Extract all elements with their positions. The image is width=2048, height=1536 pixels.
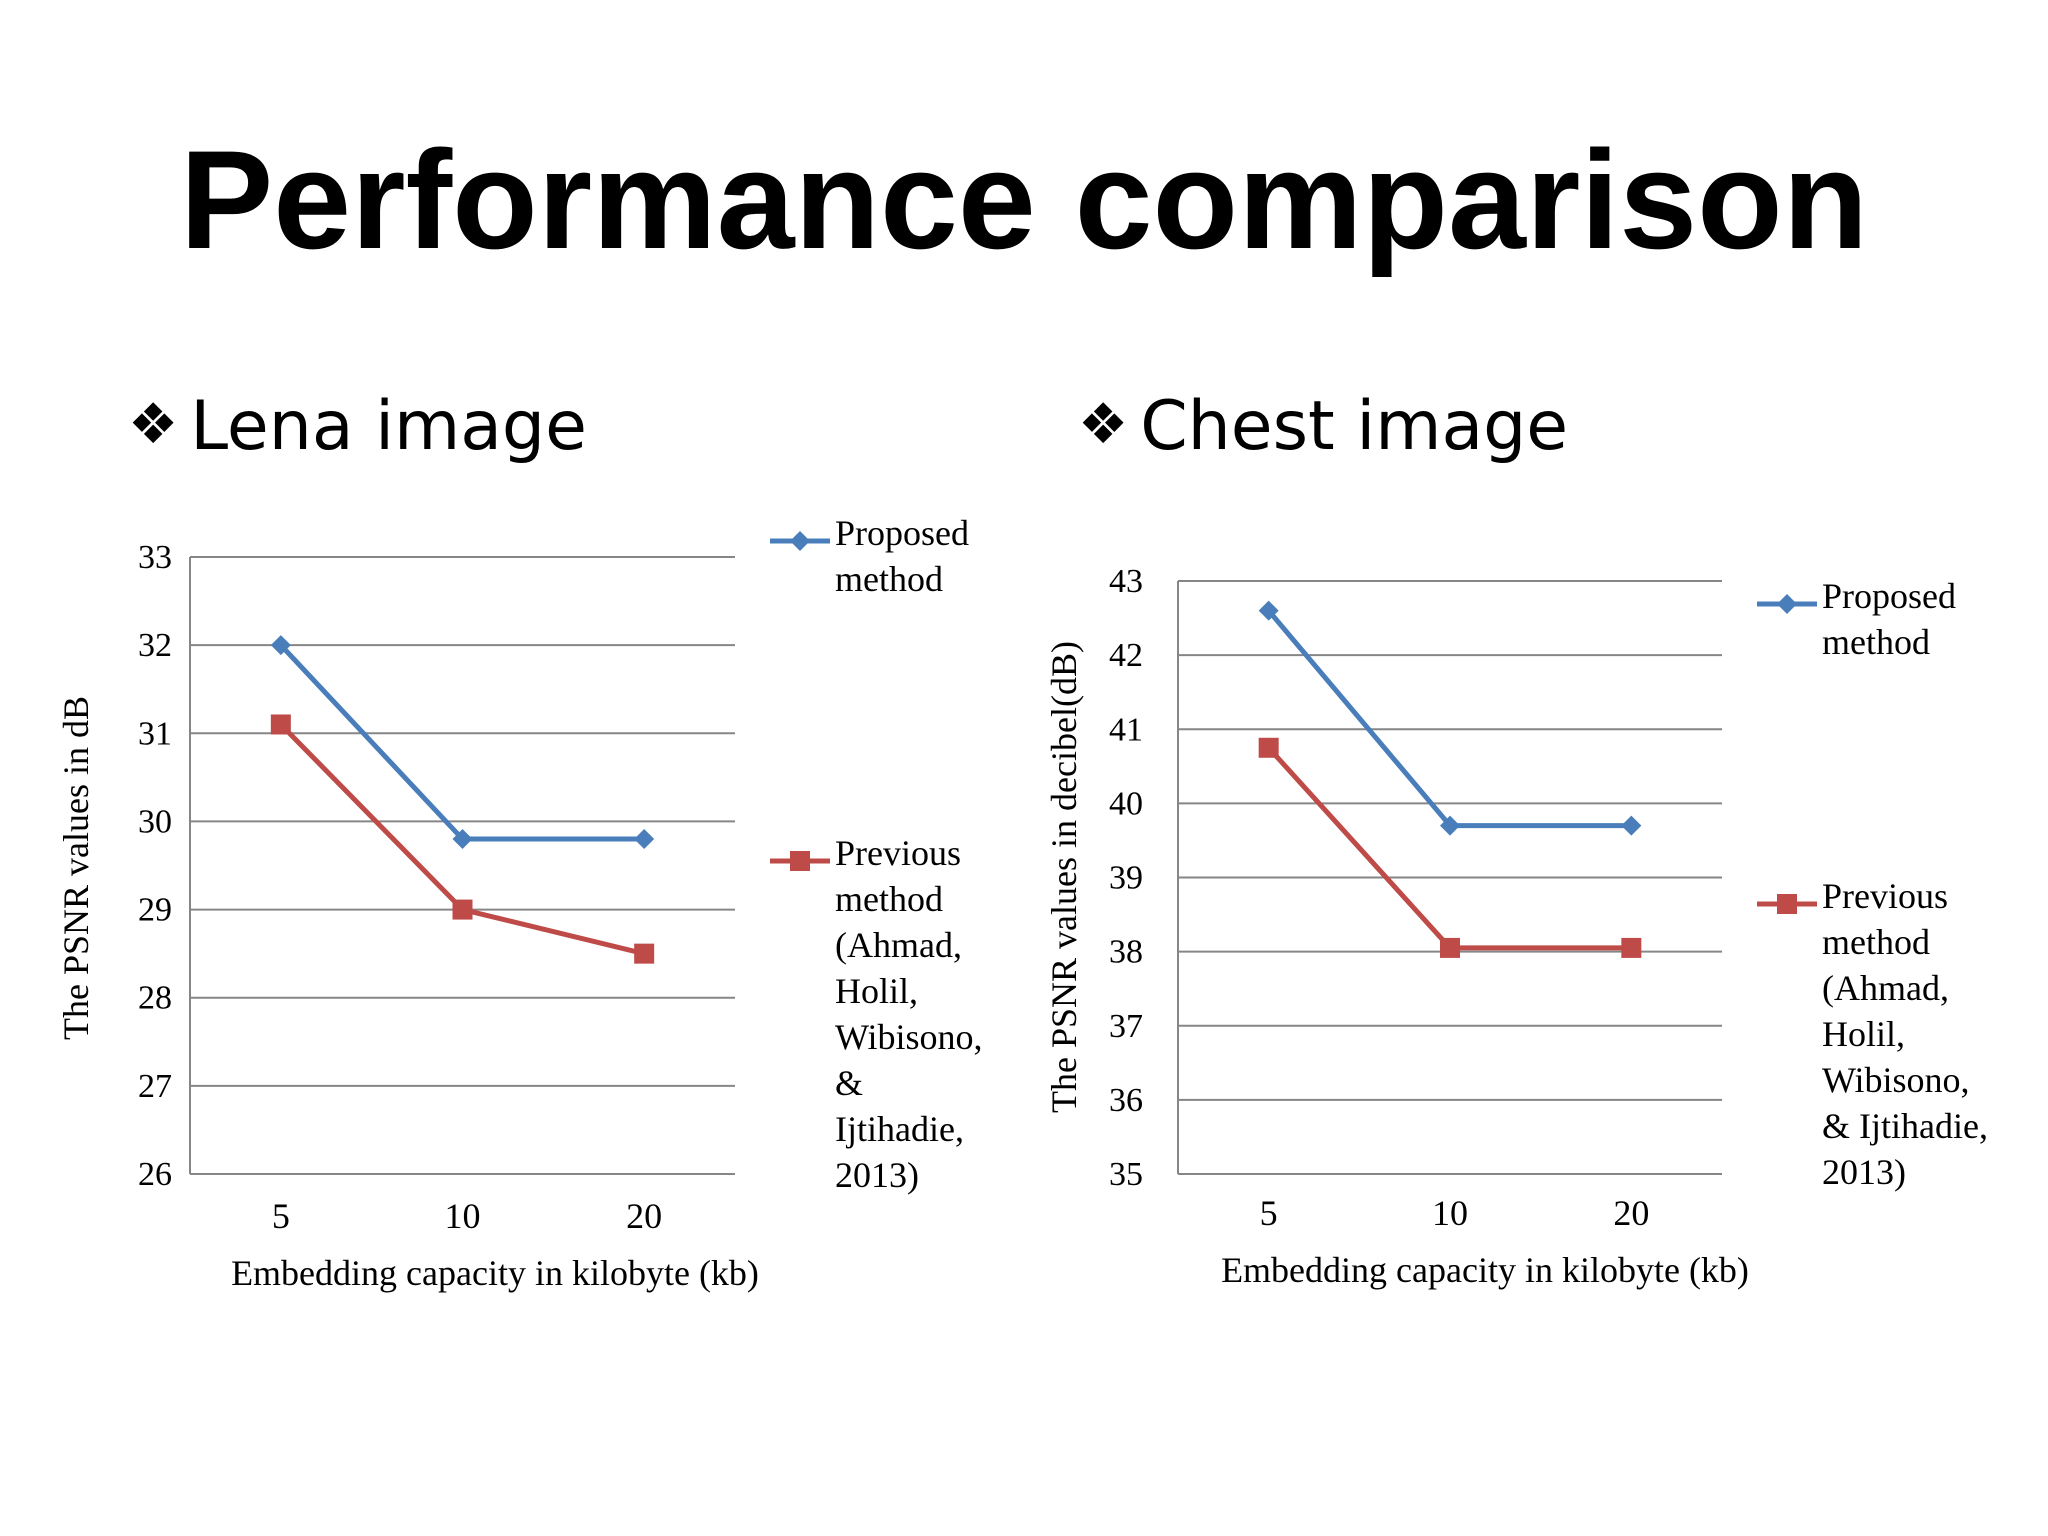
data-point-previous (452, 899, 473, 920)
data-point-previous (1258, 737, 1279, 758)
y-tick-label: 32 (138, 627, 172, 664)
x-tick-label: 5 (1260, 1193, 1278, 1233)
y-tick-label: 42 (1109, 637, 1143, 674)
data-point-proposed (1258, 600, 1279, 621)
y-tick-label: 30 (138, 803, 172, 840)
y-tick-label: 35 (1109, 1156, 1143, 1193)
y-tick-label: 40 (1109, 785, 1143, 822)
y-tick-label: 41 (1109, 711, 1143, 748)
data-point-proposed (452, 829, 473, 850)
data-point-previous (634, 943, 655, 964)
y-tick-label: 31 (138, 715, 172, 752)
legend-marker-previous (790, 851, 810, 871)
y-tick-label: 29 (138, 892, 172, 929)
data-point-proposed (1621, 815, 1642, 836)
data-point-proposed (1440, 815, 1460, 836)
legend-marker-proposed (790, 531, 810, 551)
series-line-previous (1266, 746, 1632, 951)
x-axis-label: Embedding capacity in kilobyte (kb) (1221, 1250, 1749, 1290)
y-tick-label: 39 (1109, 860, 1143, 897)
y-axis-label: The PSNR values in decibel(dB) (1044, 641, 1084, 1113)
y-tick-label: 28 (138, 980, 172, 1017)
data-point-proposed (634, 829, 655, 850)
y-tick-label: 36 (1109, 1082, 1143, 1119)
y-tick-label: 33 (138, 539, 172, 576)
legend-label-previous: Previous method (Ahmad, Holil, Wibisono, & Ij… (1822, 876, 1988, 1192)
x-tick-label: 10 (445, 1196, 481, 1236)
y-tick-label: 37 (1109, 1008, 1143, 1045)
y-axis-label: The PSNR values in dB (56, 696, 96, 1040)
y-tick-label: 43 (1109, 563, 1143, 600)
x-tick-label: 5 (272, 1196, 290, 1236)
x-tick-label: 20 (1613, 1193, 1649, 1233)
lena-heading-label: Lena image (190, 387, 587, 466)
y-tick-label: 26 (138, 1156, 172, 1193)
y-tick-label: 38 (1109, 934, 1143, 971)
lena-heading: ❖ Lena image (128, 380, 587, 470)
legend-marker-previous (1777, 894, 1797, 914)
data-point-proposed (270, 635, 291, 656)
data-point-previous (1440, 937, 1460, 958)
x-tick-label: 10 (1432, 1193, 1468, 1233)
series-line-proposed (1266, 609, 1632, 829)
legend-label-previous: Previous method (Ahmad, Holil, Wibisono, & Ijt… (835, 833, 983, 1195)
bullet-diamond-icon: ❖ (1078, 392, 1129, 457)
data-point-previous (270, 714, 291, 735)
chest-heading: ❖ Chest image (1078, 380, 1568, 470)
chest-heading-label: Chest image (1140, 387, 1569, 466)
y-tick-label: 27 (138, 1068, 172, 1105)
legend-label-proposed: Proposed method (835, 513, 969, 599)
legend-label-proposed: Proposed method (1822, 576, 1956, 662)
x-axis-label: Embedding capacity in kilobyte (kb) (231, 1253, 759, 1293)
data-point-previous (1621, 937, 1642, 958)
slide-title: Performance comparison (179, 121, 1869, 278)
bullet-diamond-icon: ❖ (128, 392, 179, 457)
x-tick-label: 20 (626, 1196, 662, 1236)
legend-marker-proposed (1777, 594, 1797, 614)
